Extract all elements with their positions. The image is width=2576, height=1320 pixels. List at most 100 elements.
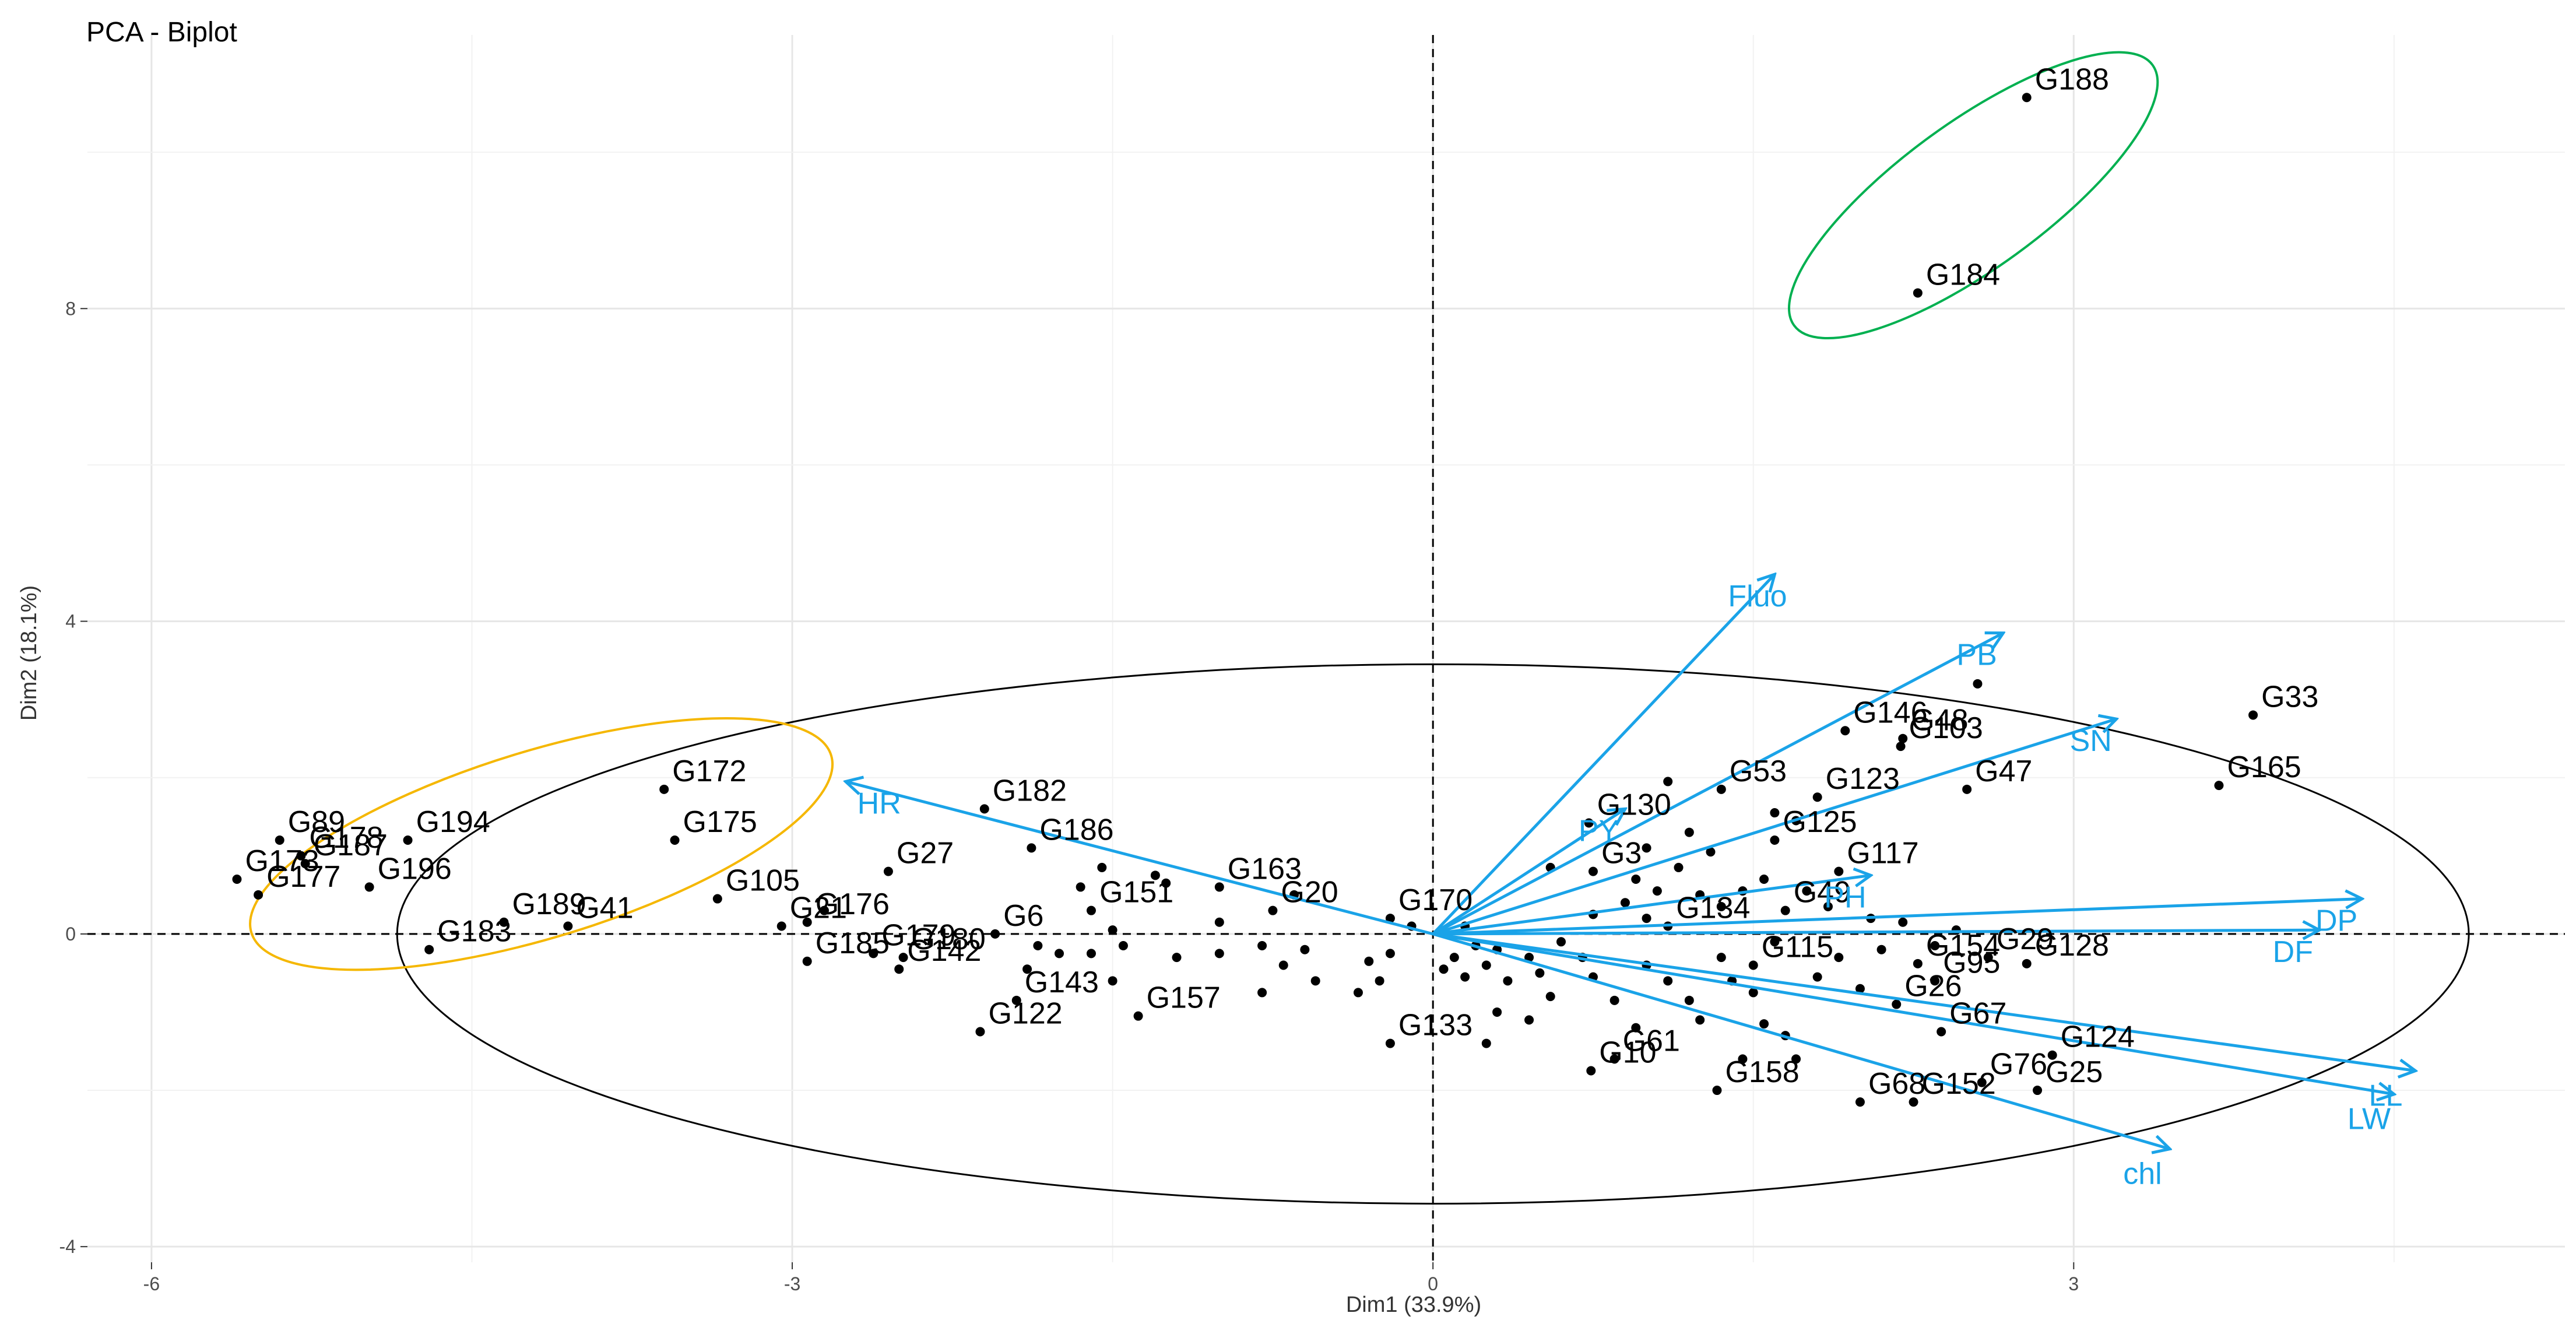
data-point — [1161, 878, 1171, 888]
variable-label-df: DF — [2273, 935, 2313, 969]
data-point — [1674, 862, 1684, 872]
y-tick-label: 0 — [65, 924, 76, 945]
data-point — [1310, 976, 1320, 986]
point-label-g151: G151 — [1099, 876, 1173, 910]
data-point — [1791, 1054, 1801, 1064]
data-point-g179 — [869, 949, 878, 959]
data-point — [1663, 777, 1673, 787]
data-point — [1738, 1054, 1748, 1064]
point-label-g157: G157 — [1147, 981, 1221, 1015]
variable-arrow-hr — [846, 781, 1433, 936]
data-point — [1898, 917, 1908, 927]
data-point — [1108, 925, 1117, 935]
data-point-g41 — [563, 921, 573, 931]
variable-label-fluo: Fluo — [1728, 580, 1787, 613]
variable-arrow-fluo — [1432, 574, 1774, 935]
data-point — [1076, 882, 1085, 892]
data-point — [1770, 808, 1780, 818]
data-point — [1460, 972, 1470, 982]
cluster-ellipse-top — [1788, 51, 2159, 340]
point-label-g172: G172 — [672, 754, 746, 788]
point-label-g180: G180 — [912, 922, 986, 956]
data-point-g154 — [1913, 959, 1923, 968]
point-label-g3: G3 — [1601, 837, 1642, 870]
data-point — [1353, 988, 1363, 998]
data-point-g152 — [1909, 1097, 1918, 1107]
point-label-g76: G76 — [1990, 1048, 2047, 1082]
point-label-g163: G163 — [1228, 852, 1302, 886]
data-point-g182 — [979, 804, 989, 814]
data-point — [1716, 953, 1726, 963]
data-point — [1620, 898, 1630, 908]
data-point — [1545, 992, 1555, 1002]
point-label-g177: G177 — [266, 860, 340, 894]
x-axis-title: Dim1 (33.9%) — [1346, 1293, 1481, 1317]
data-point — [1055, 949, 1064, 959]
variable-arrow-ph — [1432, 875, 1871, 936]
chart-title: PCA - Biplot — [86, 17, 237, 48]
data-point-g67 — [1937, 1027, 1946, 1037]
data-point — [1481, 1038, 1491, 1048]
point-label-g68: G68 — [1868, 1067, 1925, 1101]
data-point — [1481, 960, 1491, 970]
data-point-g6 — [990, 929, 1000, 939]
data-point-g26 — [1892, 999, 1902, 1009]
data-point-g194 — [403, 835, 413, 845]
data-point-g173 — [232, 875, 242, 884]
data-point — [1759, 1019, 1769, 1029]
data-point — [1524, 953, 1534, 963]
data-point — [1118, 940, 1128, 950]
data-point — [1022, 964, 1032, 974]
data-point — [1642, 914, 1651, 924]
x-tick-label: -6 — [143, 1273, 160, 1294]
data-point-g47 — [1962, 784, 1972, 794]
point-label-g196: G196 — [378, 852, 452, 886]
data-point-g185 — [802, 956, 812, 966]
point-label-g49: G49 — [1794, 876, 1851, 910]
data-point — [1823, 901, 1833, 911]
point-label-g142: G142 — [907, 934, 981, 968]
data-point-g125 — [1770, 835, 1780, 845]
data-point — [1802, 886, 1812, 896]
data-point-g157 — [1133, 1011, 1143, 1021]
point-label-g179: G179 — [881, 918, 955, 952]
data-point-g172 — [659, 784, 669, 794]
data-point — [1364, 956, 1374, 966]
data-point — [1278, 960, 1288, 970]
data-point-g128 — [2022, 959, 2032, 968]
data-point — [1770, 937, 1780, 947]
data-point — [1973, 679, 1983, 689]
point-label-g185: G185 — [816, 926, 890, 960]
point-label-g182: G182 — [993, 774, 1067, 808]
point-label-g165: G165 — [2227, 750, 2301, 784]
data-point-g115 — [1748, 960, 1758, 970]
data-point — [1609, 995, 1619, 1005]
data-point — [1524, 1015, 1534, 1025]
data-point-g103 — [1896, 742, 1906, 752]
data-point — [1855, 984, 1865, 993]
point-label-g115: G115 — [1762, 931, 1833, 964]
point-label-g125: G125 — [1783, 805, 1857, 839]
cluster-ellipse-left — [249, 717, 834, 971]
data-point-g49 — [1780, 905, 1790, 915]
data-point — [1385, 949, 1395, 959]
data-point-g48 — [1898, 733, 1908, 743]
data-point — [1033, 940, 1043, 950]
ellipse-layer — [249, 51, 2470, 1205]
variable-label-ll: LL — [2369, 1079, 2403, 1113]
point-label-g133: G133 — [1398, 1009, 1472, 1042]
data-point-g178 — [296, 851, 306, 861]
point-label-g48: G48 — [1911, 704, 1968, 738]
data-point-g189 — [499, 917, 509, 927]
data-point — [1535, 968, 1545, 978]
data-point-g163 — [1214, 882, 1224, 892]
data-point-g188 — [2022, 93, 2032, 103]
point-label-g47: G47 — [1975, 754, 2032, 788]
point-label-g186: G186 — [1039, 813, 1113, 847]
variable-label-hr: HR — [858, 787, 901, 820]
data-point — [1631, 1023, 1641, 1033]
variable-arrow-ll — [1432, 932, 2415, 1071]
data-point — [1695, 1015, 1705, 1025]
data-point-g180 — [898, 953, 908, 963]
data-point-g175 — [670, 835, 680, 845]
